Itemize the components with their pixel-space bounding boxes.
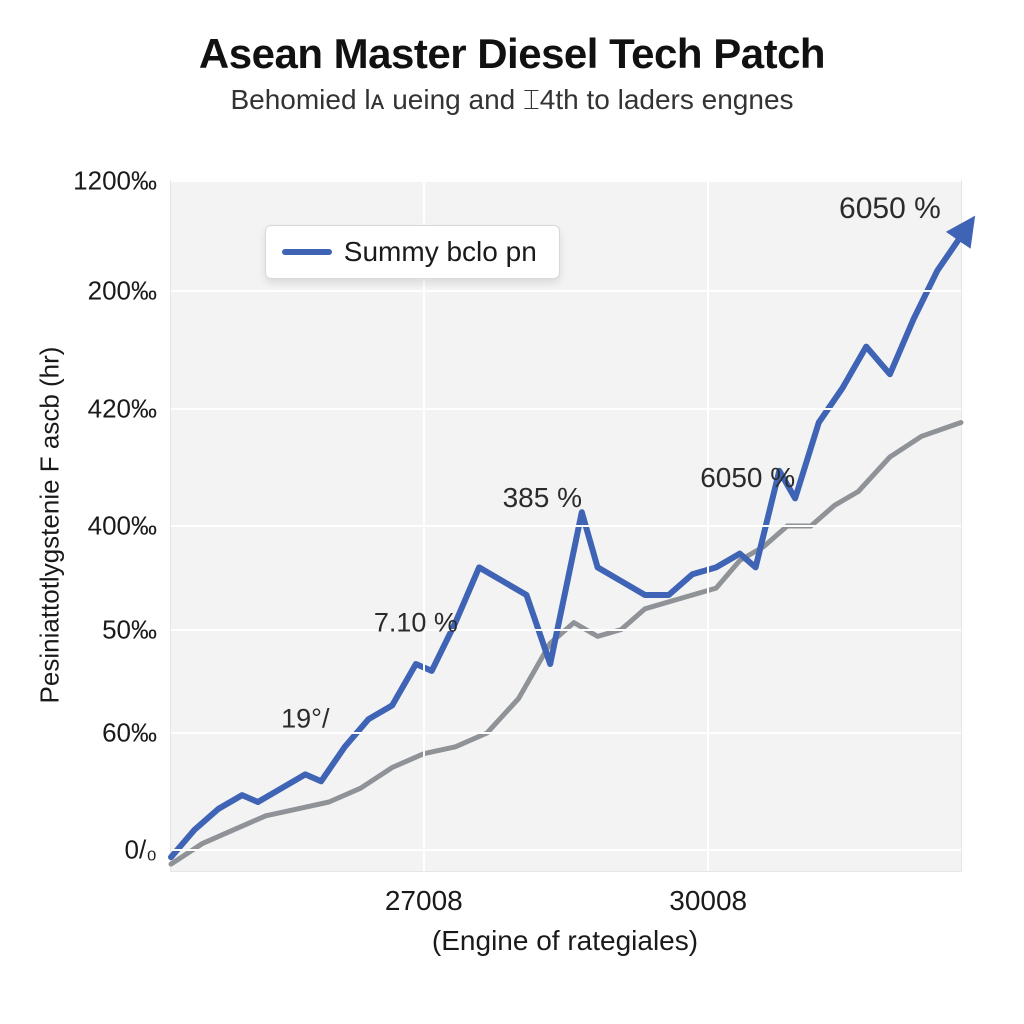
gridline-h xyxy=(171,180,961,182)
data-annotation: 6050 % xyxy=(839,192,941,226)
data-annotation: 7.10 % xyxy=(374,607,458,638)
chart-subtitle: Behomied lᴀ ueing and ⌶4th to laders eng… xyxy=(30,84,994,117)
data-annotation: 19°/ xyxy=(281,704,329,735)
gridline-h xyxy=(171,849,961,851)
gridline-h xyxy=(171,408,961,410)
y-tick-label: 1200‰ xyxy=(73,166,171,197)
data-annotation: 6050 % xyxy=(700,462,795,494)
plot-area: 1200‰200‰420‰400‰50‰60‰0/₀270083000819°/… xyxy=(170,180,962,872)
gridline-v xyxy=(423,181,425,871)
x-axis-label: (Engine of rategiales) xyxy=(432,925,698,957)
x-tick-label: 27008 xyxy=(385,871,463,917)
y-tick-label: 0/₀ xyxy=(125,835,171,866)
legend-line-icon xyxy=(282,249,332,255)
gridline-h xyxy=(171,629,961,631)
gridline-h xyxy=(171,290,961,292)
gridline-h xyxy=(171,525,961,527)
chart-legend: Summy bclo pn xyxy=(265,225,560,279)
x-tick-label: 30008 xyxy=(669,871,747,917)
data-annotation: 385 % xyxy=(503,482,582,514)
y-tick-label: 200‰ xyxy=(88,276,171,307)
chart-title: Asean Master Diesel Tech Patch xyxy=(30,30,994,78)
y-tick-label: 60‰ xyxy=(102,718,171,749)
y-tick-label: 420‰ xyxy=(88,393,171,424)
y-tick-label: 400‰ xyxy=(88,511,171,542)
y-axis-label: Pesiniattotlygstenie F ascb (hr) xyxy=(35,347,66,704)
y-tick-label: 50‰ xyxy=(102,614,171,645)
gridline-v xyxy=(707,181,709,871)
legend-label: Summy bclo pn xyxy=(344,236,537,268)
series-primary xyxy=(171,236,961,857)
